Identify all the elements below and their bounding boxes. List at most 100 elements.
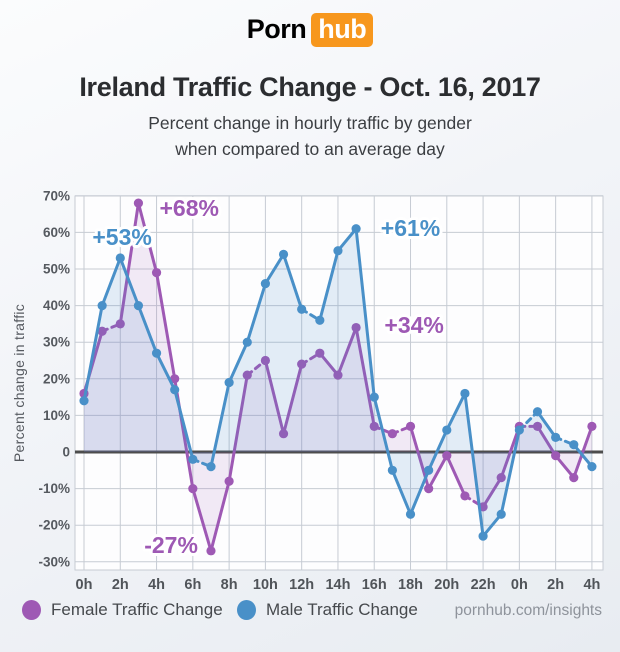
logo-hub-badge: hub	[311, 13, 374, 47]
data-point-female	[460, 491, 470, 501]
logo-porn-text: Porn	[246, 14, 307, 44]
data-point-male	[115, 253, 125, 263]
data-point-male	[496, 509, 506, 519]
x-tick-label: 0h	[76, 577, 93, 593]
line-segment-female	[282, 362, 304, 436]
data-point-female	[405, 421, 416, 431]
x-tick-label: 18h	[398, 577, 423, 593]
male-legend-label: Male Traffic Change	[266, 600, 418, 619]
y-tick-label: -30%	[38, 554, 70, 569]
x-tick-label: 12h	[289, 577, 314, 593]
line-segment-female	[155, 271, 177, 381]
data-point-male	[242, 337, 252, 347]
line-segment-male	[427, 428, 449, 472]
data-point-female	[115, 319, 125, 329]
line-segment-female	[118, 201, 140, 326]
x-tick-label: 4h	[148, 577, 165, 593]
legend-item-female: Female Traffic Change	[22, 598, 223, 622]
data-point-male	[478, 531, 488, 541]
line-segment-male	[227, 340, 249, 384]
female-legend-dot	[22, 600, 41, 620]
data-point-female	[297, 359, 307, 369]
line-segment-male	[354, 227, 376, 399]
area-fill-male	[84, 228, 592, 537]
y-tick-label: 40%	[43, 298, 70, 313]
data-point-female	[351, 322, 361, 333]
line-segment-female	[136, 201, 159, 275]
line-segment-female	[209, 479, 231, 553]
data-point-male	[569, 440, 579, 450]
x-tick-label: 2h	[547, 577, 564, 593]
data-point-male	[188, 454, 198, 464]
data-point-male	[387, 465, 397, 475]
line-segment-female	[427, 454, 449, 491]
line-segment-female	[354, 326, 376, 428]
line-segment-male	[318, 249, 340, 322]
line-segment-male	[136, 304, 159, 355]
pornhub-logo: Porn hub	[0, 13, 620, 47]
line-segment-male	[390, 468, 413, 516]
data-point-female	[133, 198, 144, 208]
x-tick-label: 20h	[434, 577, 459, 593]
y-tick-label: 60%	[43, 225, 70, 240]
x-tick-label: 4h	[583, 577, 600, 593]
data-point-male	[206, 462, 216, 472]
data-point-male	[333, 246, 343, 256]
y-tick-label: 10%	[43, 408, 70, 423]
chart-title: Ireland Traffic Change - Oct. 16, 2017	[79, 72, 541, 102]
data-point-male	[351, 224, 361, 234]
data-point-male	[532, 407, 543, 417]
annotation-label: -27%	[144, 532, 198, 558]
annotation-label: +61%	[381, 215, 440, 241]
data-point-female	[278, 429, 289, 439]
line-segment-male	[263, 252, 286, 286]
x-tick-label: 16h	[362, 577, 387, 593]
line-segment-female	[263, 359, 286, 436]
data-point-female	[369, 421, 379, 431]
line-segment-male	[82, 304, 104, 403]
data-point-female	[170, 374, 180, 384]
y-axis-title: Percent change in traffic	[11, 304, 27, 462]
data-point-male	[551, 432, 561, 442]
annotation-label: +53%	[92, 224, 151, 250]
data-point-female	[442, 451, 452, 461]
data-point-female	[587, 421, 597, 431]
data-point-male	[79, 396, 89, 406]
data-point-female	[151, 268, 162, 278]
line-segment-male	[282, 252, 304, 311]
line-segment-male	[155, 351, 177, 392]
x-tick-label: 14h	[325, 577, 350, 593]
data-point-male	[224, 377, 234, 388]
line-segment-male	[100, 256, 122, 308]
data-point-male	[460, 388, 470, 399]
line-segment-male	[336, 227, 358, 253]
line-segment-male	[463, 391, 485, 538]
chart-subtitle-line1: Percent change in hourly traffic by gend…	[148, 113, 472, 133]
data-point-male	[97, 301, 107, 311]
data-point-female	[333, 370, 343, 380]
data-point-female	[424, 484, 434, 494]
line-segment-male	[118, 256, 140, 308]
line-segment-female	[318, 351, 340, 377]
data-point-male	[424, 465, 434, 475]
data-point-male	[514, 425, 524, 435]
line-segment-male	[372, 395, 394, 472]
y-tick-label: 30%	[43, 335, 70, 350]
data-point-male	[151, 348, 162, 358]
y-tick-label: 50%	[43, 262, 70, 277]
line-segment-male	[481, 512, 503, 538]
data-point-female	[188, 484, 198, 494]
data-point-male	[442, 425, 452, 435]
data-point-female	[569, 473, 579, 483]
chart-subtitle-line2: when compared to an average day	[175, 139, 445, 159]
line-segment-female	[499, 424, 521, 480]
y-tick-label: 20%	[43, 371, 70, 386]
data-point-female	[496, 473, 506, 483]
annotation-label: +34%	[384, 312, 443, 338]
line-segment-female	[572, 424, 594, 480]
x-tick-label: 22h	[471, 577, 496, 593]
data-point-female	[224, 476, 234, 486]
data-point-female	[242, 370, 252, 380]
line-segment-male	[409, 468, 431, 516]
data-point-male	[369, 392, 379, 402]
